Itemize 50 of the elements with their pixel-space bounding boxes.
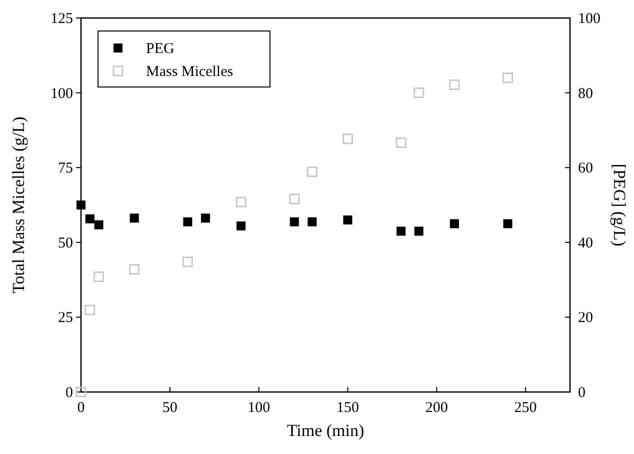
point <box>236 221 246 230</box>
point <box>85 214 94 224</box>
point <box>502 72 514 84</box>
point <box>289 194 300 204</box>
x-tick-label: 200 <box>425 400 448 416</box>
point <box>450 219 459 228</box>
legend-label: Mass Micelles <box>146 64 234 80</box>
point <box>308 217 317 226</box>
x-tick-label: 0 <box>77 400 85 416</box>
point <box>94 272 104 282</box>
y2-tick-label: 100 <box>578 11 600 27</box>
point <box>129 264 140 275</box>
x-tick-label: 150 <box>336 400 359 416</box>
y2-tick-label: 40 <box>578 235 593 252</box>
y2-axis-title: [PEG] (g/L) <box>610 164 629 246</box>
point <box>183 217 192 226</box>
point <box>236 196 246 208</box>
y-axis-title: Total Mass Micelles (g/L) <box>9 116 28 294</box>
point <box>306 166 318 178</box>
y-tick-label: 125 <box>50 11 73 27</box>
y2-tick-label: 0 <box>578 385 586 401</box>
point <box>396 138 406 148</box>
point <box>342 134 353 144</box>
y2-tick-label: 20 <box>578 310 593 326</box>
y-tick-label: 50 <box>58 235 73 252</box>
point <box>200 214 210 223</box>
y2-tick-label: 60 <box>578 160 593 177</box>
point <box>76 386 86 398</box>
y-tick-label: 0 <box>66 385 73 401</box>
point <box>414 226 424 236</box>
point <box>94 220 104 230</box>
x-tick-label: 100 <box>248 400 270 416</box>
legend-label: PEG <box>146 41 175 57</box>
x-tick-label: 250 <box>514 400 537 416</box>
y2-tick-label: 80 <box>578 86 593 102</box>
y-tick-label: 75 <box>58 160 73 177</box>
point <box>84 304 96 316</box>
point <box>503 219 512 228</box>
point <box>130 214 139 223</box>
point <box>182 256 193 268</box>
point <box>396 226 406 236</box>
point <box>449 79 460 90</box>
y-tick-label: 25 <box>58 310 73 326</box>
point <box>343 215 352 224</box>
point <box>414 88 424 98</box>
x-axis-title: Time (min) <box>286 421 364 440</box>
x-tick-label: 50 <box>162 400 178 416</box>
y-tick-label: 100 <box>50 86 73 102</box>
point <box>290 217 299 226</box>
point <box>76 200 86 210</box>
